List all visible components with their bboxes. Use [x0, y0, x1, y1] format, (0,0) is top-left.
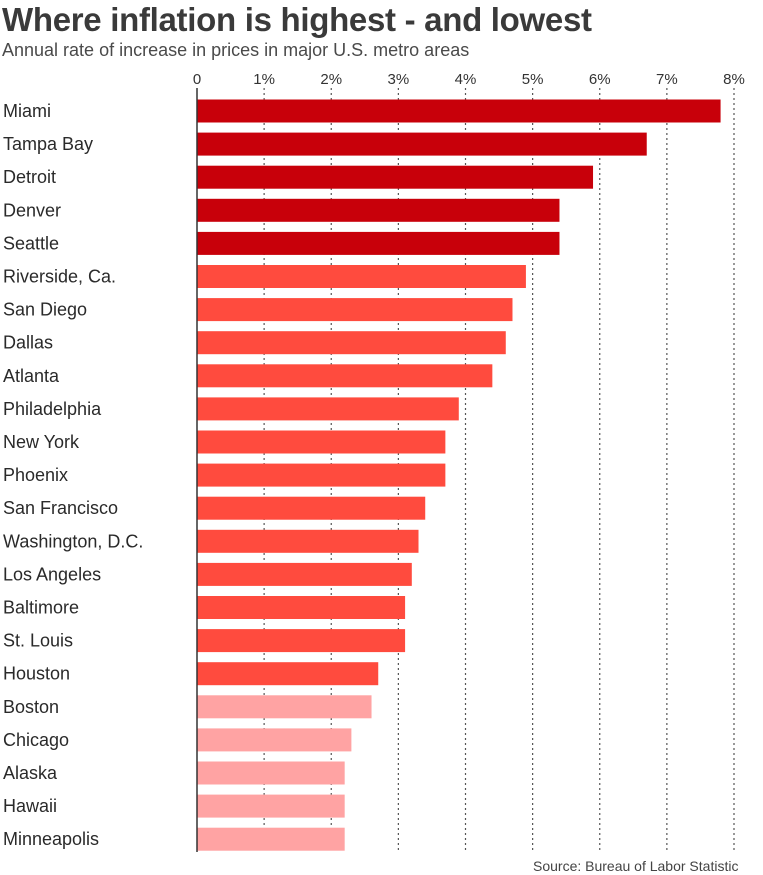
- bar-riverside-ca: [197, 265, 526, 288]
- category-label: Phoenix: [3, 465, 68, 485]
- x-tick-label: 0: [193, 71, 201, 88]
- x-tick-label: 7%: [656, 71, 678, 88]
- category-label: Houston: [3, 664, 70, 684]
- category-label: Boston: [3, 697, 59, 717]
- category-label: Denver: [3, 200, 61, 220]
- category-label: Chicago: [3, 730, 69, 750]
- bar-phoenix: [197, 463, 446, 487]
- category-label: Hawaii: [3, 796, 57, 816]
- bar-hawaii: [197, 794, 345, 818]
- bar-dallas: [197, 331, 506, 355]
- x-tick-label: 3%: [388, 71, 410, 88]
- bar-chicago: [197, 728, 352, 752]
- chart-subtitle: Annual rate of increase in prices in maj…: [2, 40, 470, 60]
- x-tick-label: 4%: [455, 71, 477, 88]
- category-label: Miami: [3, 101, 51, 121]
- bar-tampa-bay: [197, 132, 647, 156]
- category-label: Los Angeles: [3, 564, 101, 584]
- bar-atlanta: [197, 364, 493, 388]
- category-label: Washington, D.C.: [3, 531, 143, 551]
- x-tick-label: 8%: [723, 71, 745, 88]
- category-label: St. Louis: [3, 631, 73, 651]
- category-label: Seattle: [3, 233, 59, 253]
- bar-miami: [197, 99, 721, 123]
- category-label: San Francisco: [3, 498, 118, 518]
- bar-st-louis: [197, 629, 406, 653]
- category-label: Detroit: [3, 167, 56, 187]
- source-note: Source: Bureau of Labor Statistic: [533, 858, 739, 874]
- bar-san-diego: [197, 298, 513, 322]
- category-label: Tampa Bay: [3, 134, 93, 154]
- bar-boston: [197, 695, 372, 719]
- x-tick-label: 5%: [522, 71, 544, 88]
- x-tick-label: 6%: [589, 71, 611, 88]
- bar-alaska: [197, 761, 345, 785]
- category-label: Riverside, Ca.: [3, 267, 116, 287]
- bar-new-york: [197, 430, 446, 454]
- bar-los-angeles: [197, 562, 412, 586]
- x-tick-label: 2%: [320, 71, 342, 88]
- category-label: Alaska: [3, 763, 58, 783]
- bar-houston: [197, 662, 379, 686]
- bar-baltimore: [197, 596, 406, 619]
- category-label: Philadelphia: [3, 399, 102, 419]
- bar-san-francisco: [197, 496, 426, 520]
- category-label: San Diego: [3, 300, 87, 320]
- bars: [197, 99, 721, 851]
- bar-philadelphia: [197, 397, 459, 421]
- bar-denver: [197, 198, 560, 222]
- bar-minneapolis: [197, 827, 345, 851]
- bar-washington-d-c: [197, 529, 419, 553]
- category-label: Dallas: [3, 333, 53, 353]
- category-labels: Miami Tampa Bay Detroit Denver Seattle Rivers…: [3, 101, 143, 849]
- category-label: New York: [3, 432, 80, 452]
- bar-detroit: [197, 165, 594, 189]
- category-label: Atlanta: [3, 366, 60, 386]
- x-axis-ticks: 0 1% 2% 3% 4% 5% 6% 7% 8%: [193, 71, 745, 88]
- bar-seattle: [197, 231, 560, 255]
- category-label: Baltimore: [3, 598, 79, 618]
- x-tick-label: 1%: [253, 71, 275, 88]
- chart-title: Where inflation is highest - and lowest: [2, 1, 592, 38]
- category-label: Minneapolis: [3, 829, 99, 849]
